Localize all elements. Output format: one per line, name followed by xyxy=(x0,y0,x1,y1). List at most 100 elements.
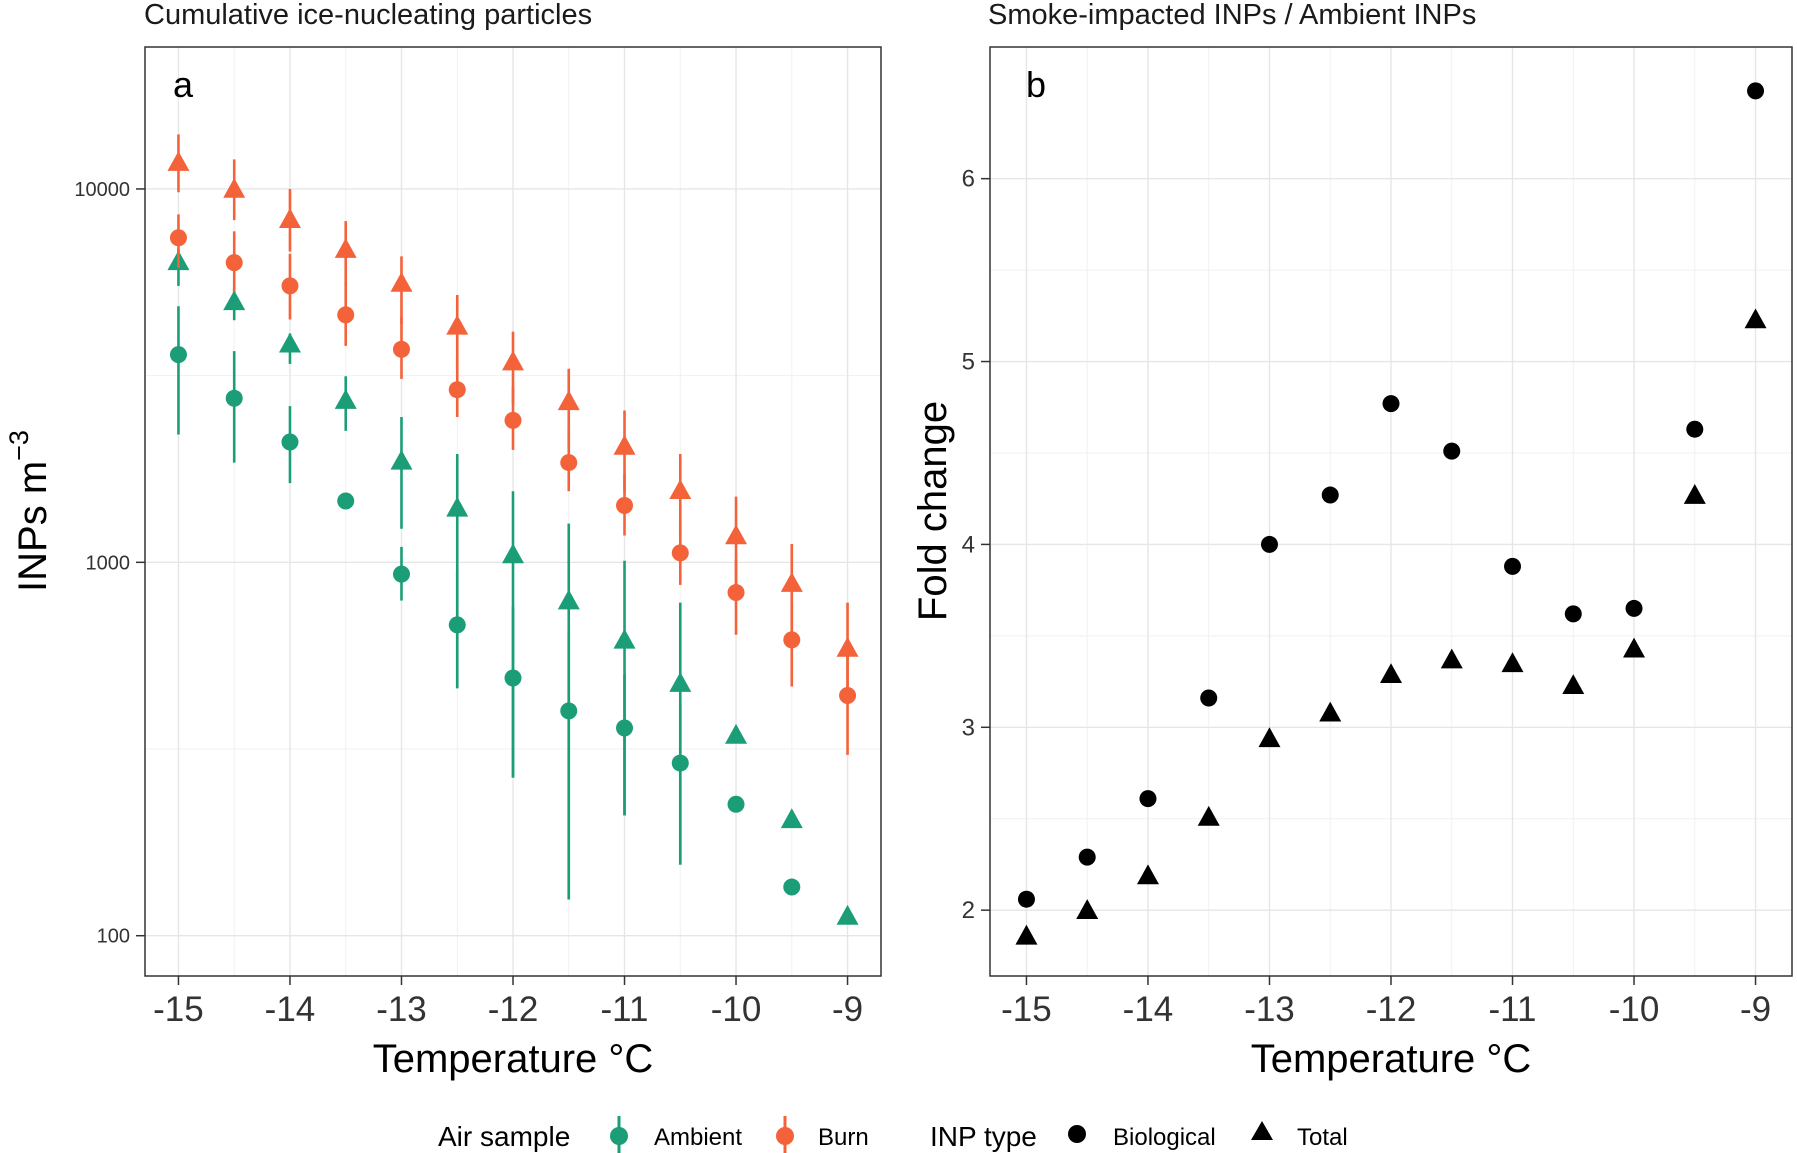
legend-ambient-swatch xyxy=(610,1127,628,1145)
data-point-triangle xyxy=(446,314,469,335)
data-point-triangle xyxy=(613,434,636,455)
series-ambient-total xyxy=(167,249,859,925)
data-point-circle xyxy=(281,277,299,295)
panel-b-marks xyxy=(1015,82,1767,945)
data-point-circle xyxy=(1200,689,1218,707)
data-point-circle xyxy=(560,454,578,472)
data-point-circle xyxy=(671,544,689,562)
data-point-triangle xyxy=(613,628,636,649)
data-point-triangle xyxy=(1197,805,1220,826)
panel-b-y-axis-title: Fold change xyxy=(911,401,955,621)
data-point-triangle xyxy=(836,904,859,925)
data-point-circle xyxy=(169,346,187,364)
panel-a-marks xyxy=(167,134,859,925)
panel-b-ticks: -15 -14 -13 -12 -11 -10 -9 2 3 4 5 6 xyxy=(962,166,1771,1029)
panel-a-plot-border xyxy=(144,46,882,977)
data-point-triangle xyxy=(446,496,469,517)
legend: Air sample Ambient Burn INP type Biologi… xyxy=(438,1116,1348,1153)
legend-biological-label: Biological xyxy=(1113,1124,1216,1151)
data-point-circle xyxy=(1686,420,1704,438)
data-point-circle xyxy=(1564,605,1582,623)
data-point-triangle xyxy=(725,723,748,744)
panel-a-title: Cumulative ice-nucleating particles xyxy=(144,0,592,31)
x-tick-label: -12 xyxy=(488,990,539,1029)
data-point-circle xyxy=(337,306,355,324)
series-total xyxy=(1015,308,1767,945)
panel-a-label: a xyxy=(173,64,194,105)
legend-ambient-label: Ambient xyxy=(654,1124,742,1151)
data-point-circle xyxy=(727,584,745,602)
x-tick-label: -9 xyxy=(1740,990,1771,1029)
data-point-circle xyxy=(1017,890,1035,908)
y-tick-label: 10000 xyxy=(74,179,130,201)
legend-key-burn xyxy=(776,1116,794,1153)
data-point-circle xyxy=(1139,790,1157,808)
x-tick-label: -11 xyxy=(601,990,649,1029)
data-point-circle xyxy=(392,340,410,358)
data-point-circle xyxy=(448,381,466,399)
panel-a: Cumulative ice-nucleating particles -15 -… xyxy=(4,0,882,1081)
legend-burn-swatch xyxy=(776,1127,794,1145)
y-tick-label: 2 xyxy=(962,897,975,924)
data-point-triangle xyxy=(278,332,301,353)
data-point-triangle xyxy=(390,449,413,470)
data-point-circle xyxy=(225,254,243,272)
data-point-circle xyxy=(281,433,299,451)
data-point-triangle xyxy=(1380,663,1402,684)
data-point-triangle xyxy=(669,672,692,692)
data-point-triangle xyxy=(1440,648,1463,669)
x-tick-label: -15 xyxy=(153,990,204,1029)
data-point-triangle xyxy=(669,479,692,500)
data-point-triangle xyxy=(780,808,803,829)
series-biological xyxy=(1017,82,1765,908)
data-point-circle xyxy=(1321,486,1339,504)
legend-total-swatch xyxy=(1251,1121,1273,1140)
data-point-circle xyxy=(225,389,243,407)
x-tick-label: -10 xyxy=(711,990,762,1029)
x-tick-label: -13 xyxy=(376,990,427,1029)
data-point-circle xyxy=(783,878,801,896)
panel-a-x-axis-title: Temperature °C xyxy=(373,1037,654,1081)
data-point-triangle xyxy=(1258,727,1281,748)
x-tick-label: -15 xyxy=(1001,990,1052,1029)
data-point-triangle xyxy=(334,238,357,258)
legend-air-sample-title: Air sample xyxy=(438,1121,570,1152)
data-point-triangle xyxy=(1562,674,1585,695)
y-tick-label: 3 xyxy=(962,714,975,741)
data-point-triangle xyxy=(167,151,190,171)
data-point-triangle xyxy=(1015,924,1038,945)
data-point-triangle xyxy=(1683,484,1706,504)
data-point-triangle xyxy=(334,389,357,409)
x-tick-label: -14 xyxy=(1123,990,1174,1029)
y-tick-label: 5 xyxy=(962,349,975,376)
x-tick-label: -11 xyxy=(1489,990,1537,1029)
legend-total-label: Total xyxy=(1297,1124,1348,1151)
data-point-circle xyxy=(1625,599,1643,617)
data-point-triangle xyxy=(278,208,301,228)
data-point-triangle xyxy=(1076,899,1099,919)
panel-a-y-axis-title: INPs m−3 xyxy=(4,430,55,592)
data-point-circle xyxy=(1747,82,1765,100)
data-point-triangle xyxy=(502,543,524,564)
panel-b-x-axis-title: Temperature °C xyxy=(1251,1037,1532,1081)
data-point-triangle xyxy=(1744,308,1767,329)
panel-b-label: b xyxy=(1026,64,1046,105)
panel-b: Smoke-impacted INPs / Ambient INPs -15 -1… xyxy=(911,0,1793,1081)
data-point-triangle xyxy=(836,636,859,657)
data-point-circle xyxy=(1382,395,1400,413)
legend-inp-type-title: INP type xyxy=(930,1121,1037,1152)
x-tick-label: -10 xyxy=(1609,990,1660,1029)
data-point-triangle xyxy=(1319,701,1342,722)
data-point-circle xyxy=(169,229,187,247)
legend-burn-label: Burn xyxy=(818,1124,869,1151)
data-point-circle xyxy=(1078,848,1096,866)
data-point-triangle xyxy=(223,290,246,311)
data-point-triangle xyxy=(557,589,580,610)
data-point-triangle xyxy=(390,271,413,292)
x-tick-label: -12 xyxy=(1366,990,1417,1029)
data-point-triangle xyxy=(1623,637,1646,658)
legend-key-ambient xyxy=(610,1116,628,1153)
data-point-circle xyxy=(1443,442,1461,460)
legend-biological-swatch xyxy=(1068,1125,1086,1143)
